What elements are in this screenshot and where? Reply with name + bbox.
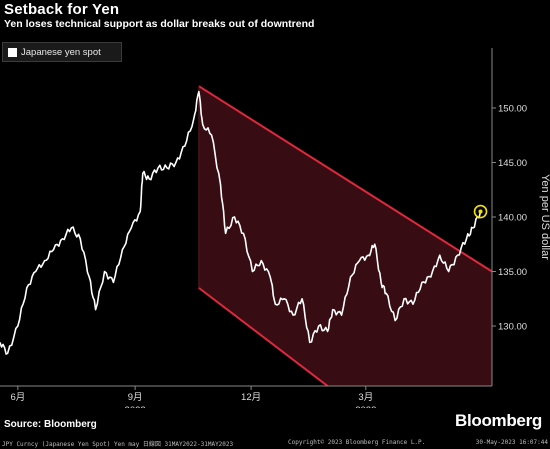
legend-label: Japanese yen spot bbox=[21, 46, 101, 58]
chart-svg: 130.00 135.00 140.00 145.00 150.00 Yen per US… bbox=[0, 48, 550, 416]
x-tick-label: 3月 bbox=[358, 392, 373, 403]
yen-spot-line bbox=[0, 90, 482, 355]
y-axis-label: Yen per US dollar bbox=[539, 174, 550, 260]
channel-lower-line bbox=[198, 287, 329, 387]
y-tick-label: 130.00 bbox=[498, 322, 527, 333]
chart-subtitle: Yen loses technical support as dollar br… bbox=[4, 18, 315, 30]
x-year-label: 2023 bbox=[355, 405, 376, 408]
legend: Japanese yen spot bbox=[2, 42, 122, 62]
footer-right: 30-May-2023 16:07:44 bbox=[475, 439, 548, 446]
last-value-marker bbox=[473, 204, 488, 219]
y-tick-label: 150.00 bbox=[498, 103, 527, 114]
chart-title: Setback for Yen bbox=[4, 1, 120, 18]
source-note: Source: Bloomberg bbox=[4, 419, 97, 430]
y-tick-label: 145.00 bbox=[498, 158, 527, 169]
last-value-dot bbox=[478, 209, 483, 214]
x-tick-label: 9月 bbox=[128, 392, 143, 403]
y-tick-label: 140.00 bbox=[498, 213, 527, 224]
y-tick-label: 135.00 bbox=[498, 267, 527, 278]
x-tick-label: 6月 bbox=[10, 392, 25, 403]
legend-swatch bbox=[8, 47, 17, 57]
channel-upper-line bbox=[198, 85, 493, 273]
footer-bar: JPY Curncy (Japanese Yen Spot) Yen may 日… bbox=[0, 436, 550, 449]
footer-center: Copyright© 2023 Bloomberg Finance L.P. bbox=[288, 439, 426, 446]
chart-area: 130.00 135.00 140.00 145.00 150.00 Yen per US… bbox=[0, 38, 550, 416]
channel-fill bbox=[198, 86, 493, 386]
x-year-label: 2022 bbox=[125, 405, 146, 408]
x-tick-label: 12月 bbox=[241, 392, 261, 403]
bloomberg-logo: Bloomberg bbox=[454, 411, 542, 430]
footer-left: JPY Curncy (Japanese Yen Spot) Yen may 日… bbox=[2, 441, 234, 448]
